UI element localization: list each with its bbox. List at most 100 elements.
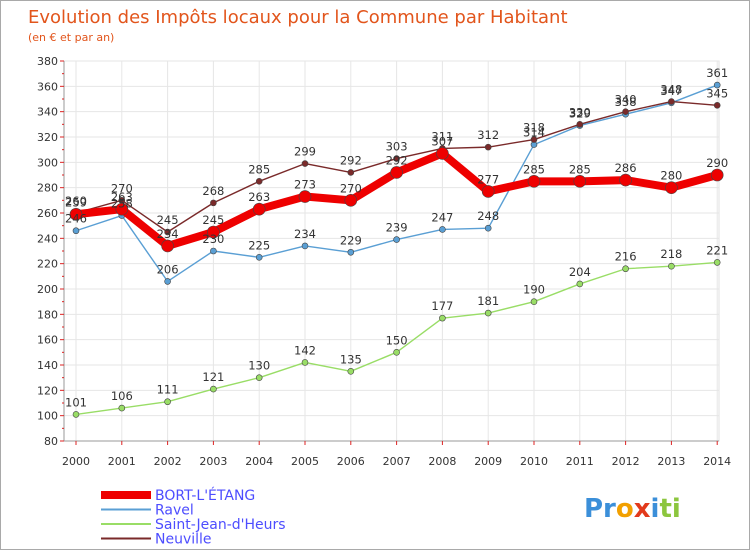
legend-label: Ravel bbox=[155, 503, 194, 519]
data-point bbox=[710, 168, 724, 182]
series-layer bbox=[69, 81, 724, 418]
legend-label: BORT-L'ÉTANG bbox=[155, 487, 255, 504]
data-label: 135 bbox=[340, 352, 362, 366]
data-label: 285 bbox=[523, 162, 545, 176]
data-label: 130 bbox=[248, 359, 270, 373]
data-label: 285 bbox=[248, 162, 270, 176]
data-label: 221 bbox=[706, 243, 728, 257]
data-label: 142 bbox=[294, 343, 316, 357]
data-label: 121 bbox=[202, 370, 224, 384]
data-label: 307 bbox=[431, 134, 453, 148]
logo-part: Pr bbox=[584, 494, 616, 524]
data-label: 290 bbox=[706, 156, 728, 170]
data-point bbox=[527, 175, 541, 188]
y-tick-label: 360 bbox=[37, 80, 58, 93]
data-label: 225 bbox=[248, 238, 270, 252]
data-label: 270 bbox=[111, 181, 133, 195]
x-tick-label: 2002 bbox=[154, 455, 182, 468]
data-point bbox=[301, 242, 309, 250]
data-label: 345 bbox=[706, 86, 728, 100]
data-label: 206 bbox=[157, 262, 179, 276]
data-point bbox=[69, 207, 83, 221]
y-tick-label: 340 bbox=[37, 106, 58, 119]
y-tick-label: 140 bbox=[37, 359, 58, 372]
data-point bbox=[393, 349, 400, 356]
data-label: 263 bbox=[248, 190, 270, 204]
data-label: 247 bbox=[431, 210, 453, 224]
data-point bbox=[530, 136, 538, 143]
data-label: 270 bbox=[340, 181, 362, 195]
data-point bbox=[619, 173, 632, 187]
plot-area bbox=[63, 60, 720, 442]
data-point bbox=[252, 202, 266, 216]
data-point bbox=[115, 202, 129, 216]
data-point bbox=[665, 181, 678, 194]
data-label: 248 bbox=[477, 209, 499, 223]
data-label: 230 bbox=[202, 232, 224, 246]
x-tick-label: 2009 bbox=[474, 455, 502, 468]
data-label: 181 bbox=[477, 294, 499, 308]
y-tick-label: 300 bbox=[37, 156, 58, 169]
data-label: 299 bbox=[294, 145, 316, 159]
y-tick-label: 380 bbox=[37, 55, 58, 68]
data-label: 286 bbox=[615, 161, 637, 175]
data-label: 330 bbox=[569, 105, 591, 119]
data-label: 303 bbox=[386, 140, 408, 154]
data-point bbox=[484, 224, 492, 232]
data-point bbox=[164, 398, 171, 406]
data-point bbox=[668, 262, 675, 270]
data-label: 263 bbox=[111, 190, 133, 204]
data-label: 246 bbox=[65, 212, 87, 226]
data-point bbox=[713, 102, 721, 109]
logo-part: i bbox=[651, 494, 660, 524]
data-label: 338 bbox=[615, 95, 637, 109]
data-point bbox=[298, 190, 312, 203]
data-label: 234 bbox=[157, 227, 179, 241]
data-label: 101 bbox=[65, 395, 87, 409]
data-point bbox=[210, 199, 217, 207]
data-point bbox=[118, 404, 126, 412]
data-point bbox=[530, 298, 538, 305]
y-tick-label: 220 bbox=[37, 258, 58, 271]
data-label: 268 bbox=[202, 184, 224, 198]
data-point bbox=[713, 259, 721, 266]
data-label: 285 bbox=[569, 162, 591, 176]
data-point bbox=[255, 374, 263, 381]
data-point bbox=[255, 254, 263, 261]
data-label: 150 bbox=[386, 333, 408, 347]
data-label: 229 bbox=[340, 233, 362, 247]
y-tick-label: 100 bbox=[37, 410, 58, 423]
x-tick-label: 2014 bbox=[703, 455, 731, 468]
y-tick-label: 180 bbox=[37, 308, 58, 321]
x-tick-label: 2001 bbox=[108, 455, 136, 468]
data-label: 234 bbox=[294, 227, 316, 241]
data-point bbox=[436, 147, 449, 160]
data-point bbox=[344, 194, 358, 207]
y-tick-label: 280 bbox=[37, 182, 58, 195]
data-point bbox=[207, 225, 220, 239]
data-label: 292 bbox=[340, 153, 362, 167]
data-point bbox=[72, 411, 80, 418]
data-label: 106 bbox=[111, 389, 133, 403]
data-point bbox=[576, 280, 584, 288]
data-label: 216 bbox=[615, 250, 637, 264]
x-tick-label: 2013 bbox=[657, 455, 685, 468]
y-tick-label: 80 bbox=[44, 435, 58, 448]
legend-label: Saint-Jean-d'Heurs bbox=[155, 517, 286, 533]
data-point bbox=[347, 368, 355, 375]
x-tick-label: 2012 bbox=[612, 455, 640, 468]
proxiti-logo: Proxiti bbox=[584, 494, 681, 524]
data-point bbox=[164, 278, 171, 285]
data-point bbox=[481, 185, 495, 198]
x-tick-label: 2006 bbox=[337, 455, 365, 468]
data-label: 204 bbox=[569, 265, 591, 279]
logo-part: x bbox=[634, 494, 651, 524]
x-tick-label: 2011 bbox=[566, 455, 594, 468]
data-label: 329 bbox=[569, 107, 591, 121]
data-label: 340 bbox=[615, 93, 637, 107]
data-label: 277 bbox=[477, 172, 499, 186]
data-point bbox=[576, 121, 584, 128]
data-point bbox=[301, 359, 309, 366]
